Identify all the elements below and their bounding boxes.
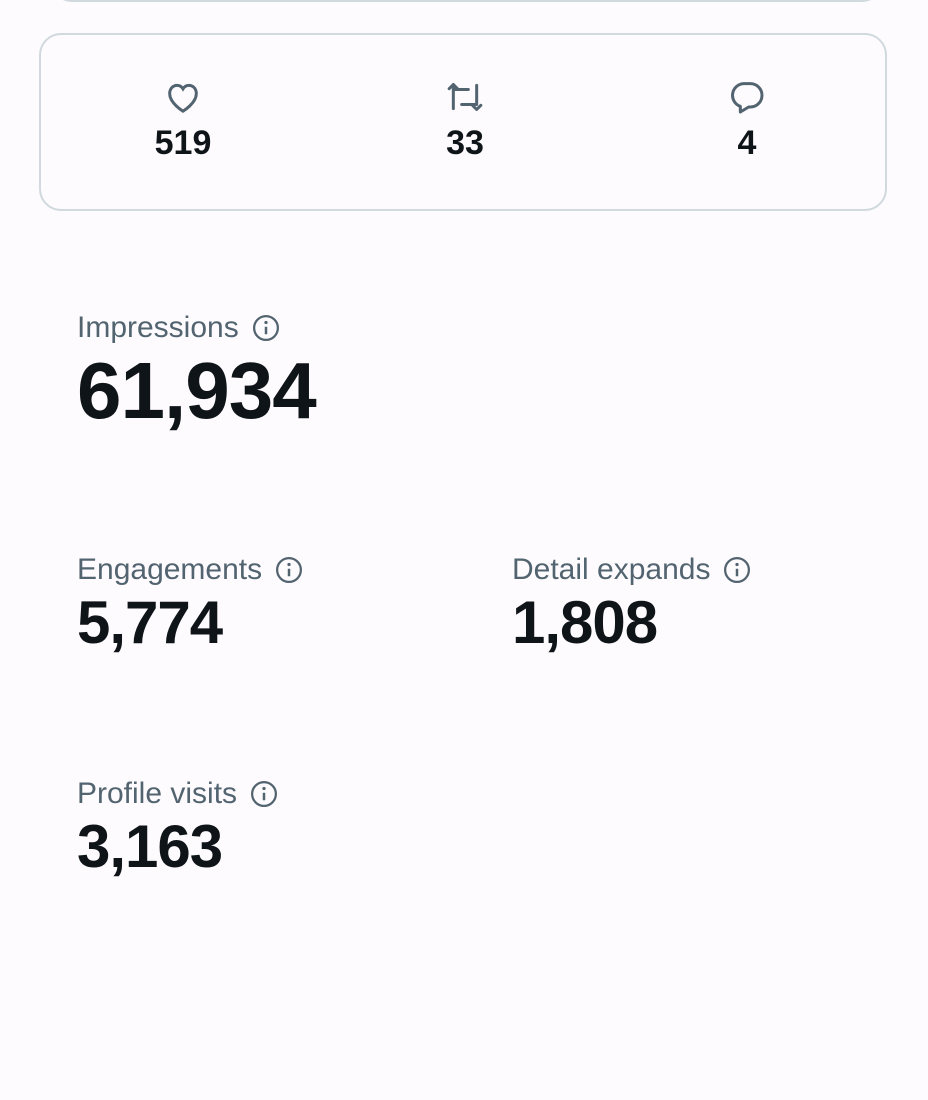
replies-stat: 4 — [667, 77, 827, 163]
engagement-card: 519 33 4 — [39, 33, 887, 211]
metric-label: Detail expands — [512, 553, 711, 586]
metric: Profile visits 3,163 — [77, 776, 279, 882]
metric: Impressions 61,934 — [77, 310, 317, 436]
reply-icon — [731, 82, 764, 114]
replies-count: 4 — [737, 124, 757, 162]
metric-value: 61,934 — [77, 346, 317, 435]
metric-value: 1,808 — [512, 589, 658, 656]
like-icon — [168, 83, 198, 113]
metric-value: 3,163 — [77, 813, 223, 880]
repost-icon — [447, 83, 483, 111]
metric-label: Profile visits — [77, 777, 238, 810]
metric-label: Impressions — [77, 311, 239, 344]
likes-stat: 519 — [103, 77, 263, 163]
metric-label: Engagements — [77, 553, 263, 586]
reposts-count: 33 — [446, 124, 484, 162]
likes-count: 519 — [154, 124, 212, 162]
info-icon[interactable] — [251, 313, 281, 343]
info-icon[interactable] — [722, 555, 752, 585]
reposts-stat: 33 — [385, 77, 545, 163]
metric-value: 5,774 — [77, 589, 223, 656]
previous-card — [50, 0, 884, 2]
info-icon[interactable] — [274, 555, 304, 585]
metric: Detail expands 1,808 — [512, 552, 752, 658]
info-icon[interactable] — [249, 779, 279, 809]
metric: Engagements 5,774 — [77, 552, 304, 658]
